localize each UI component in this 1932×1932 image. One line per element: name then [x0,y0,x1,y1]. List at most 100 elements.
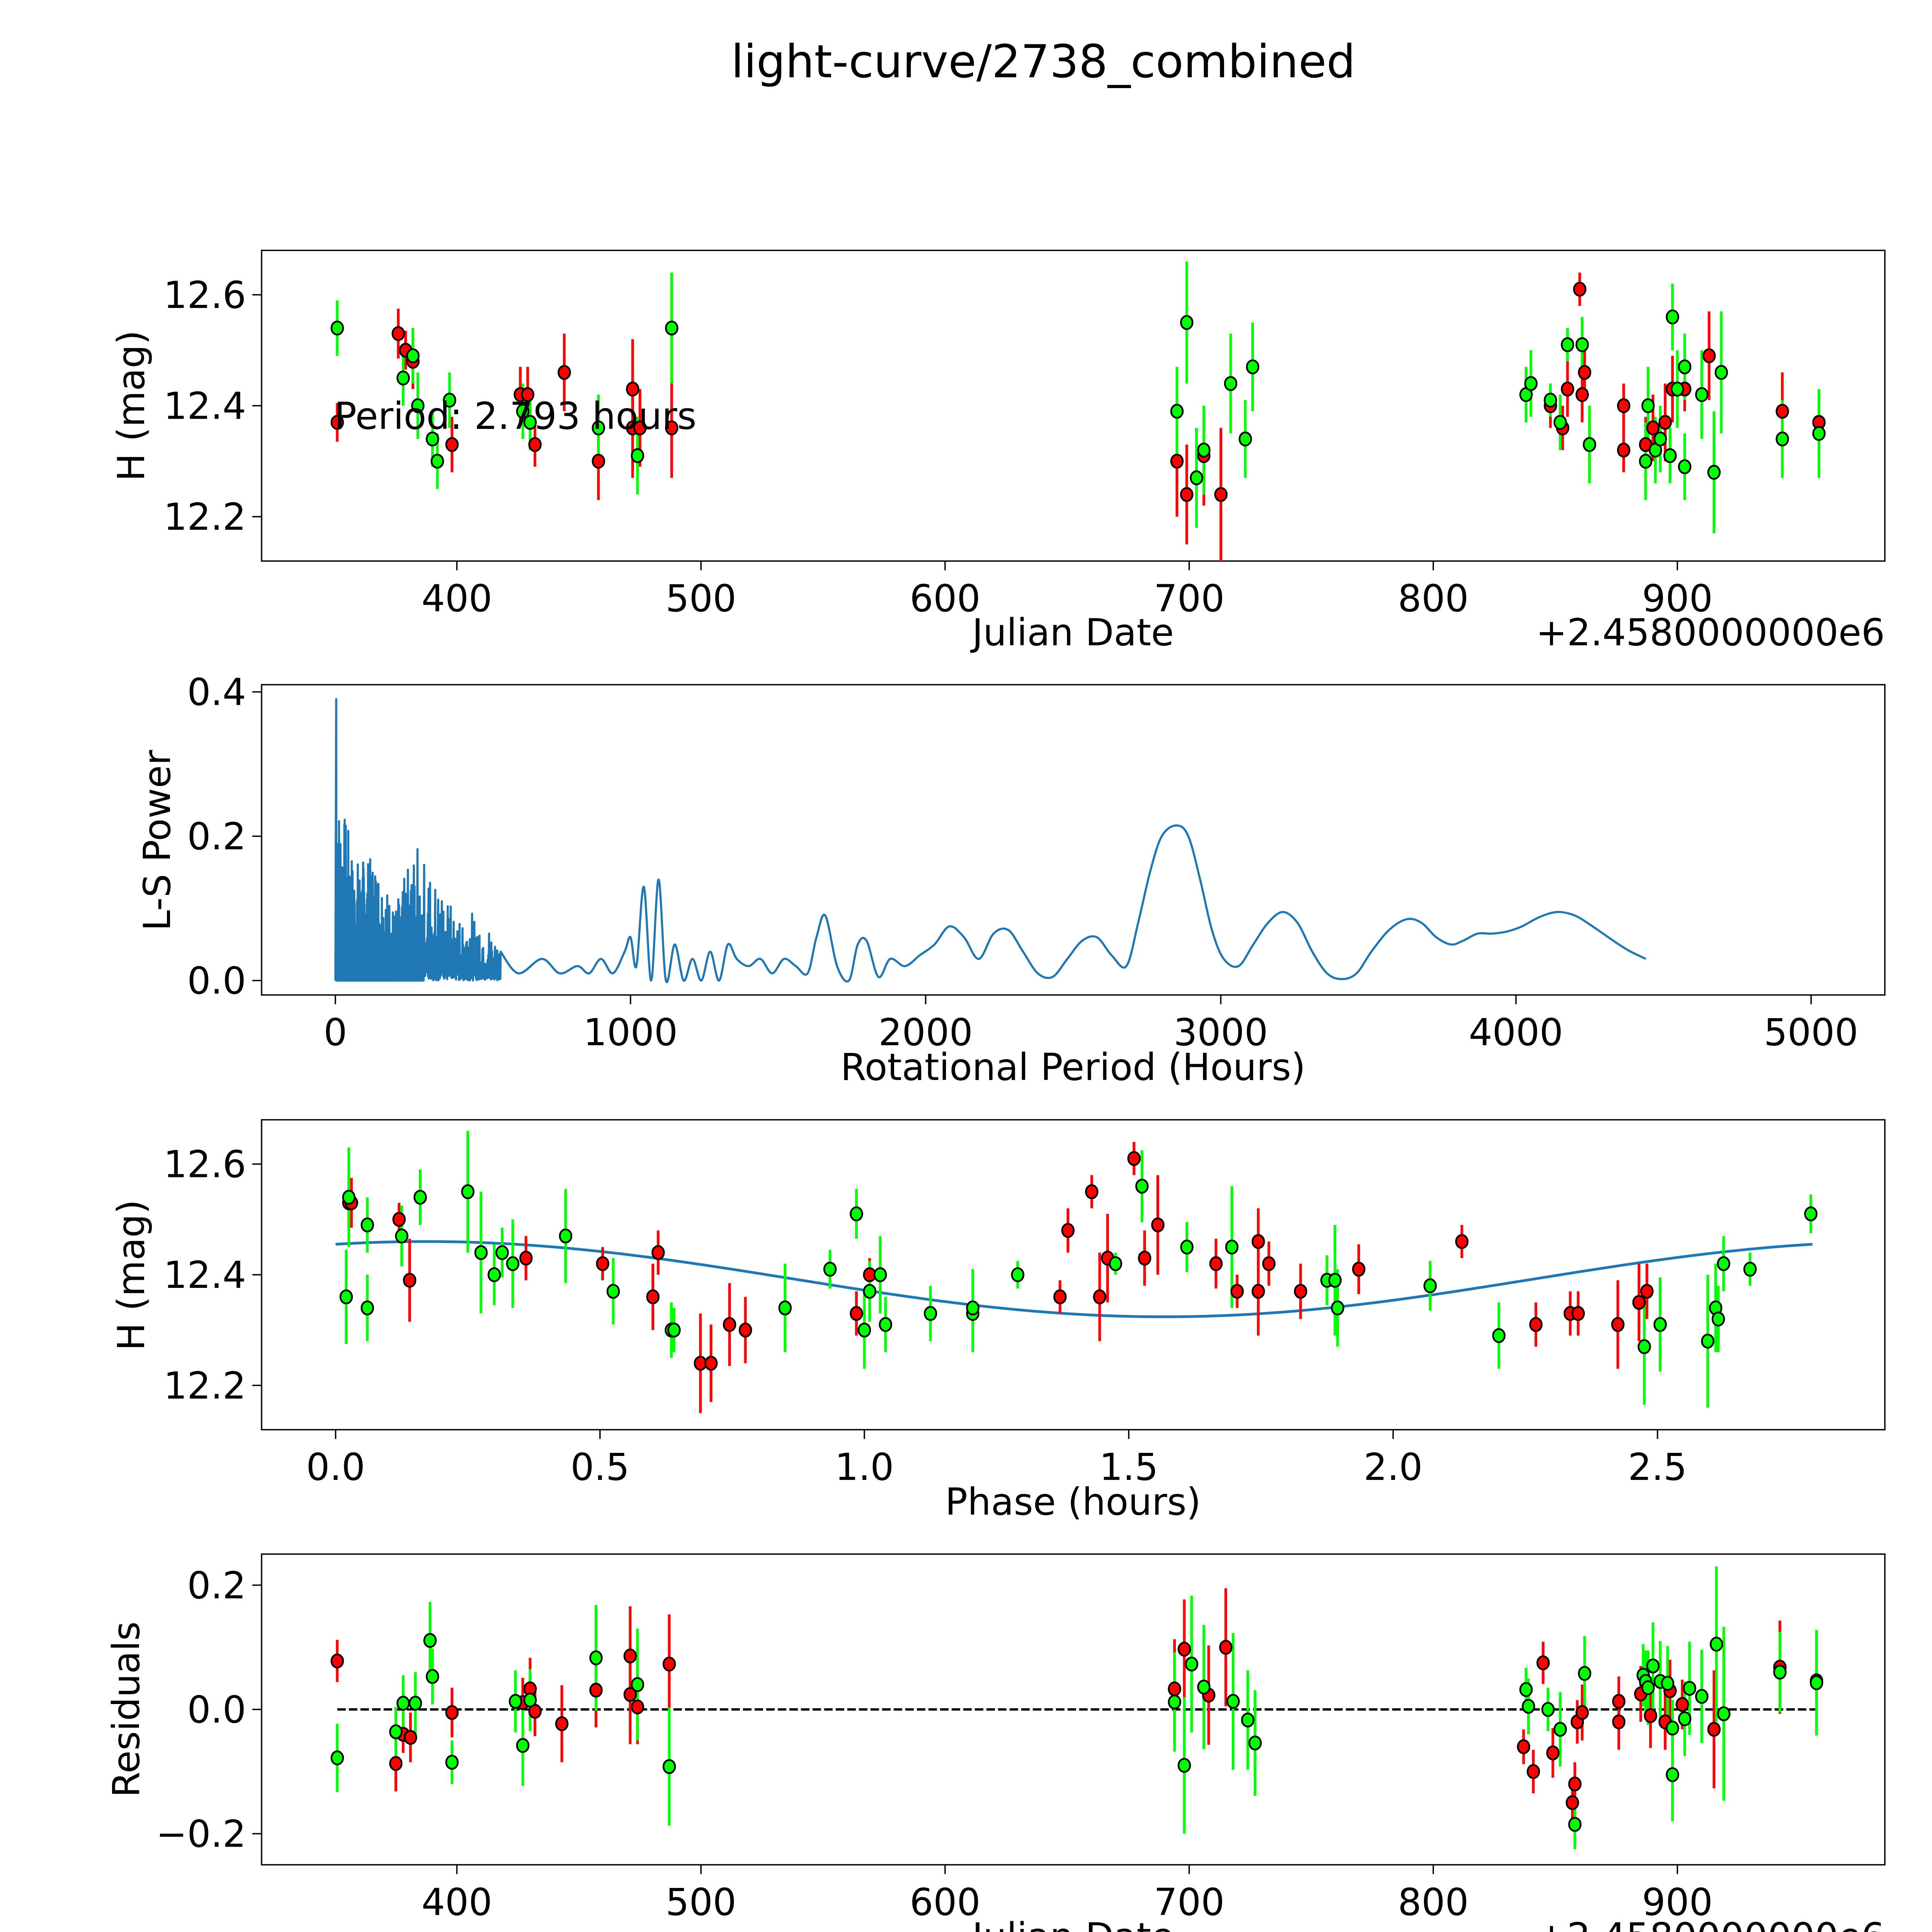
green-data-point [1678,459,1692,474]
green-data-point [396,1696,410,1711]
green-data-point [1492,1328,1506,1343]
red-data-point [626,381,639,397]
tick-layer: 0 1000 2000 3000 4000 5000 0.0 0.2 0.4 [187,671,1858,1054]
green-data-point [1653,1317,1667,1332]
red-data-point [1658,415,1672,430]
green-data-point [487,1267,501,1282]
green-data-point [1717,1706,1731,1721]
green-data-point [506,1256,520,1271]
red-data-point [1262,1256,1276,1271]
green-data-point [879,1317,892,1332]
red-data-point [403,1273,417,1288]
red-data-point [1536,1655,1550,1670]
green-data-point [1661,1676,1675,1691]
axes-frame [261,1119,1886,1430]
x-tick-label: 5000 [1764,1011,1858,1054]
panel-phased: 0.0 0.5 1.0 1.5 2.0 2.5 12.2 12.4 12.6 Phase (ho… [110,1119,1886,1524]
green-data-point [1714,365,1728,380]
green-data-point [1568,1817,1582,1832]
green-data-point [330,1750,344,1765]
green-data-point [1583,437,1596,452]
green-data-point [665,320,679,336]
green-data-point [339,1289,353,1304]
green-data-point [1541,1702,1555,1717]
green-data-point [1666,310,1679,325]
red-data-point [738,1322,752,1338]
green-data-point [631,448,645,463]
green-data-point [1522,1699,1535,1714]
y-tick-label: 12.4 [163,384,246,428]
green-data-point [1190,470,1203,485]
green-data-point [1331,1300,1344,1316]
x-tick-label: 600 [910,1881,980,1924]
green-data-point [1135,1179,1149,1194]
red-data-point [519,1250,533,1266]
x-tick-label: 400 [422,1881,492,1924]
green-data-point [443,393,456,408]
x-tick-label: 0 [323,1011,347,1054]
red-data-point [1527,1764,1540,1779]
green-data-point [589,1650,603,1665]
green-data-point [1241,1713,1255,1728]
green-data-point [1226,1694,1240,1709]
green-data-point [1185,1656,1199,1672]
x-tick-label: 0.5 [570,1446,629,1489]
green-data-point [1224,376,1238,391]
x-tick-label: 2.5 [1628,1446,1687,1489]
red-data-point [1093,1289,1107,1304]
green-data-point [1180,315,1194,330]
red-data-point [1617,442,1631,458]
x-offset-label: +2.4580000000e6 [1536,611,1885,654]
red-data-point [1529,1317,1543,1332]
green-data-point [342,1190,356,1205]
red-data-point [651,1245,665,1260]
green-data-point [1653,431,1667,447]
red-data-point [704,1355,718,1371]
green-data-point [1180,1240,1194,1255]
x-tick-label: 900 [1642,577,1713,620]
green-data-point [1707,465,1721,480]
green-data-point [1575,337,1589,352]
red-data-point [392,1212,406,1227]
x-tick-label: 0.0 [306,1446,365,1489]
green-data-point [330,320,344,336]
red-data-point [1776,404,1789,419]
red-data-point [1170,454,1184,469]
x-tick-label: 900 [1642,1881,1713,1924]
green-data-point [1695,1689,1709,1704]
green-data-point [509,1694,522,1709]
x-tick-label: 800 [1398,577,1469,620]
green-data-point [923,1306,937,1321]
green-data-point [1246,359,1260,374]
red-data-point [404,1730,417,1745]
red-data-point [665,420,679,435]
green-data-point [1168,1694,1181,1709]
green-data-point [474,1245,488,1260]
y-axis-label: H (mag) [110,330,153,481]
x-tick-label: 4000 [1469,1011,1563,1054]
green-data-point [1701,1333,1714,1349]
green-data-point [1670,381,1684,397]
red-data-point [1151,1217,1165,1233]
y-axis-label: Residuals [105,1621,148,1797]
red-data-point [1127,1151,1141,1166]
green-data-point [1328,1273,1342,1288]
tick-layer: 0.0 0.5 1.0 1.5 2.0 2.5 12.2 12.4 12.6 [163,1143,1687,1489]
red-data-point [528,437,542,452]
green-data-point [425,1669,439,1684]
y-tick-label: 0.2 [187,815,246,858]
red-data-point [623,1648,637,1663]
red-data-point [445,1705,459,1720]
red-data-point [1578,365,1592,380]
green-data-point [1225,1240,1239,1255]
green-data-point [1773,1665,1787,1680]
red-data-point [633,420,647,435]
red-data-point [1517,1739,1531,1754]
green-data-point [361,1300,374,1316]
green-data-point [873,1267,887,1282]
green-data-point [1639,454,1653,469]
red-data-point [1053,1289,1067,1304]
y-tick-label: 12.6 [163,1143,246,1186]
green-data-point [1678,359,1692,374]
axes-frame [261,684,1886,996]
